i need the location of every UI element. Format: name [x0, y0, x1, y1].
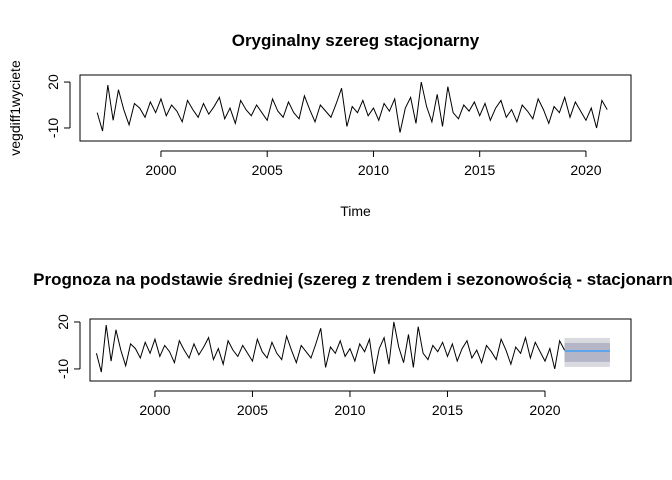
x-tick-label: 2015	[432, 402, 463, 418]
x-tick-label: 2005	[252, 162, 283, 178]
y-tick-label: -10	[55, 359, 71, 379]
chart-title: Oryginalny szereg stacjonarny	[232, 31, 480, 50]
series-line	[96, 81, 608, 133]
x-tick-label: 2015	[464, 162, 495, 178]
plot-frame	[79, 74, 632, 142]
x-tick-label: 2005	[237, 402, 268, 418]
x-axis-label: Time	[340, 203, 371, 219]
y-axis-label: vegdiff1wyciete	[7, 60, 23, 156]
chart-title: Prognoza na podstawie średniej (szereg z…	[33, 270, 672, 289]
series-line	[95, 321, 565, 374]
x-tick-label: 2010	[358, 162, 389, 178]
plot-frame	[89, 318, 632, 382]
x-tick-label: 2020	[529, 402, 560, 418]
x-tick-label: 2000	[139, 402, 170, 418]
y-tick-label: 20	[45, 74, 61, 90]
y-tick-label: -10	[45, 118, 61, 138]
interval-80	[564, 342, 610, 362]
x-tick-label: 2020	[570, 162, 601, 178]
x-tick-label: 2010	[334, 402, 365, 418]
x-tick-label: 2000	[145, 162, 176, 178]
y-tick-label: 20	[55, 314, 71, 330]
